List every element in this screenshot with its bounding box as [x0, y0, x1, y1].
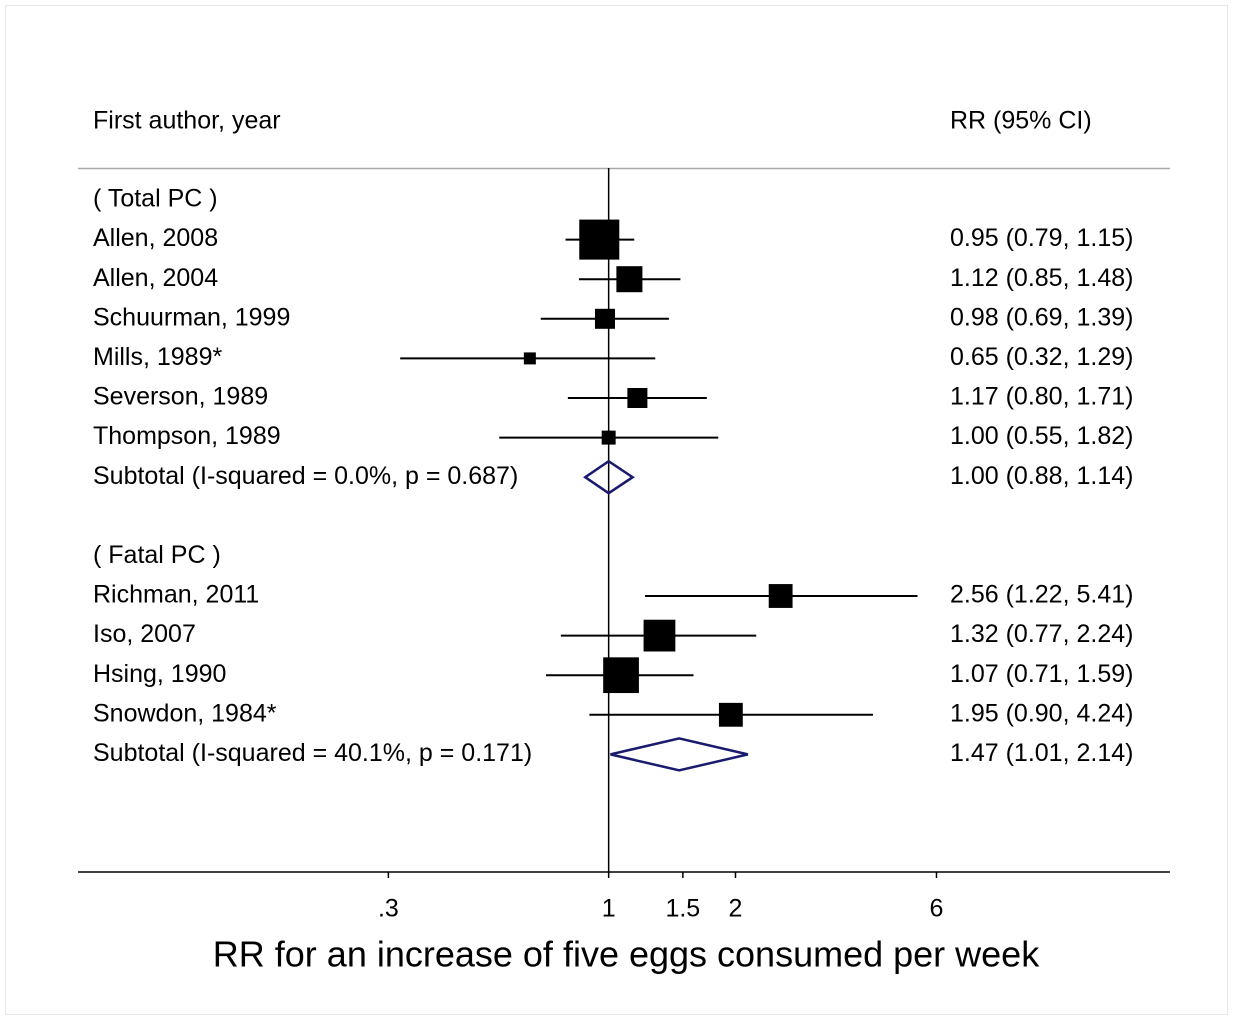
study-name: Hsing, 1990: [93, 660, 226, 688]
subtotal-name: Subtotal (I-squared = 0.0%, p = 0.687): [93, 462, 518, 490]
weight-box: [523, 352, 536, 365]
study-name: Schuurman, 1999: [93, 303, 290, 331]
study-name: Allen, 2008: [93, 224, 218, 252]
study-name: Severson, 1989: [93, 383, 268, 411]
weight-box: [718, 702, 743, 727]
rr-label: 1.95 (0.90, 4.24): [950, 699, 1133, 727]
study-name: Richman, 2011: [93, 581, 259, 609]
x-tick-label: 1: [602, 895, 616, 923]
rr-label: 1.32 (0.77, 2.24): [950, 620, 1133, 648]
x-tick-label: 6: [930, 895, 944, 923]
x-tick-label: 2: [729, 895, 743, 923]
study-name: Mills, 1989*: [93, 343, 222, 371]
rr-label: 1.00 (0.55, 1.82): [950, 422, 1133, 450]
rr-label: 0.95 (0.79, 1.15): [950, 224, 1133, 252]
study-name: Iso, 2007: [93, 620, 196, 648]
x-tick-label: 1.5: [665, 895, 700, 923]
weight-box: [579, 219, 620, 260]
rr-label: 1.17 (0.80, 1.71): [950, 383, 1133, 411]
x-axis-title: RR for an increase of five eggs consumed…: [213, 934, 1040, 975]
weight-box: [643, 619, 676, 652]
group-label: ( Total PC ): [93, 185, 218, 213]
subtotal-label: 1.00 (0.88, 1.14): [950, 462, 1133, 490]
subtotal-diamond: [583, 459, 635, 495]
frame: [5, 5, 1228, 1015]
weight-box: [603, 657, 639, 694]
x-tick-label: .3: [378, 895, 399, 923]
weight-box: [616, 266, 643, 293]
weight-box: [627, 387, 648, 409]
rr-label: 2.56 (1.22, 5.41): [950, 581, 1133, 609]
study-name: Allen, 2004: [93, 264, 218, 292]
study-name: Snowdon, 1984*: [93, 699, 277, 727]
left-header: First author, year: [93, 107, 281, 135]
rr-label: 0.65 (0.32, 1.29): [950, 343, 1133, 371]
right-header: RR (95% CI): [950, 107, 1092, 135]
rr-label: 0.98 (0.69, 1.39): [950, 303, 1133, 331]
subtotal-label: 1.47 (1.01, 2.14): [950, 739, 1133, 767]
subtotal-diamond: [610, 737, 749, 772]
rr-label: 1.12 (0.85, 1.48): [950, 264, 1133, 292]
rr-label: 1.07 (0.71, 1.59): [950, 660, 1133, 688]
subtotal-name: Subtotal (I-squared = 40.1%, p = 0.171): [93, 739, 532, 767]
weight-box: [768, 584, 793, 608]
weight-box: [601, 430, 616, 445]
group-label: ( Fatal PC ): [93, 541, 221, 569]
weight-box: [594, 308, 615, 329]
study-name: Thompson, 1989: [93, 422, 281, 450]
